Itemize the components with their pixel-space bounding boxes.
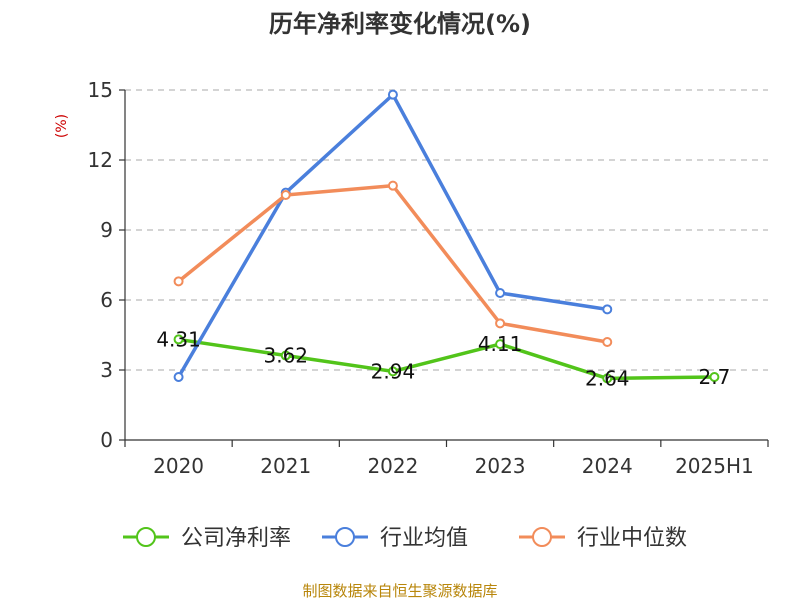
legend-label: 公司净利率: [181, 526, 291, 551]
data-point: [709, 372, 720, 382]
data-point: [602, 304, 613, 315]
y-tick-label: 15: [88, 78, 113, 102]
data-label: 4.31: [156, 327, 201, 351]
data-point: [280, 190, 291, 200]
data-point: [280, 350, 291, 361]
y-tick-label: 6: [100, 288, 113, 312]
data-label: 2.94: [371, 359, 416, 383]
series-line: [177, 92, 608, 378]
series-1: [173, 89, 613, 382]
axes: 0 3 6 9 12 15 2020 2021 2022 2023 2024 2025H1: [88, 78, 769, 478]
legend-item: 行业中位数: [519, 526, 687, 551]
legend-item: 公司净利率: [123, 526, 291, 551]
data-label: 2.7: [699, 365, 731, 389]
y-tick-label: 9: [100, 218, 113, 242]
data-label: 4.11: [478, 332, 523, 356]
legend-marker: [335, 527, 355, 547]
y-unit-label: (%): [54, 114, 70, 138]
data-label: 2.64: [585, 366, 630, 390]
data-point: [387, 180, 398, 191]
data-point: [173, 334, 184, 345]
data-point: [387, 89, 398, 100]
source-note: 制图数据来自恒生聚源数据库: [302, 582, 497, 600]
series-2: [173, 180, 613, 347]
data-point: [387, 366, 398, 377]
y-tick-label: 0: [100, 428, 113, 452]
series-line: [178, 337, 715, 381]
legend: 公司净利率 行业均值 行业中位数: [123, 526, 687, 551]
x-tick-label: 2025H1: [675, 454, 754, 478]
x-tick-label: 2024: [582, 454, 633, 478]
data-point: [495, 318, 506, 329]
data-point: [495, 288, 506, 298]
data-point: [173, 276, 184, 287]
legend-label: 行业均值: [380, 526, 468, 551]
data-point: [602, 373, 613, 384]
series-layer: [173, 89, 720, 384]
legend-marker: [136, 527, 156, 547]
x-tick-label: 2022: [367, 454, 418, 478]
data-labels: 4.31 3.62 2.94 4.11 2.64 2.7: [156, 327, 730, 390]
data-point: [495, 339, 506, 350]
chart-title: 历年净利率变化情况(%): [269, 10, 531, 38]
legend-label: 行业中位数: [577, 526, 687, 551]
legend-marker: [532, 527, 552, 547]
data-point: [173, 372, 184, 382]
data-label: 3.62: [263, 344, 308, 368]
x-tick-label: 2020: [153, 454, 204, 478]
y-tick-label: 12: [88, 148, 113, 172]
data-point: [602, 337, 613, 347]
y-tick-label: 3: [100, 358, 113, 382]
x-tick-label: 2021: [260, 454, 311, 478]
series-0: [173, 334, 720, 384]
grid: [125, 89, 768, 371]
x-tick-label: 2023: [475, 454, 526, 478]
legend-item: 行业均值: [322, 526, 468, 551]
